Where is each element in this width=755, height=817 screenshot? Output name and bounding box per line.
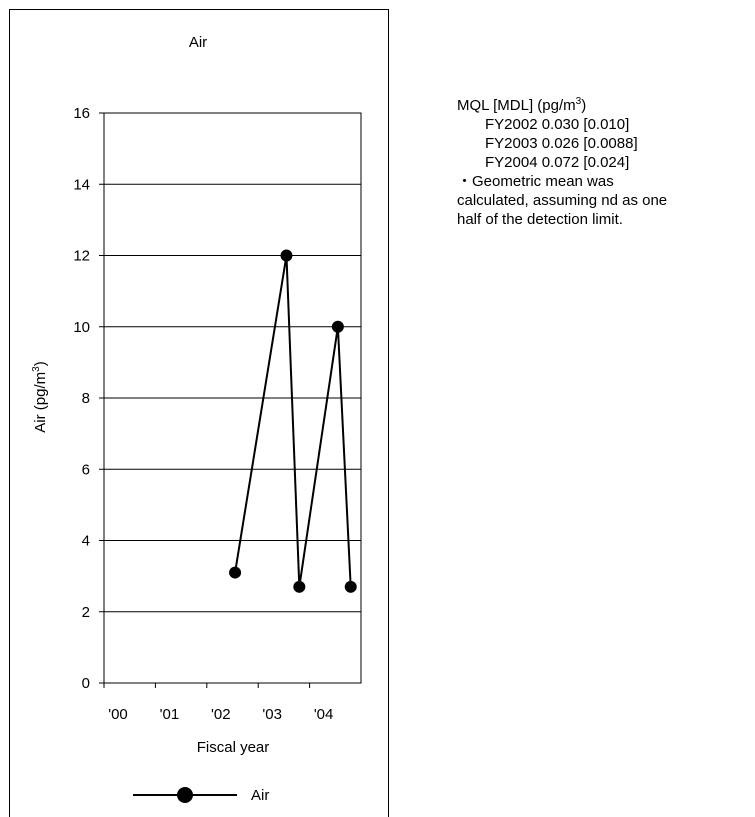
y-tick-label: 6: [82, 461, 90, 478]
x-axis-label: Fiscal year: [197, 739, 270, 756]
y-axis-label-sup: 3: [31, 366, 42, 372]
notes-header-sup: 3: [575, 96, 582, 107]
y-tick-label: 4: [82, 533, 90, 550]
x-tick-label: '01: [160, 706, 180, 723]
notes-row-fy2003: FY2003 0.026 [0.0088]: [485, 135, 638, 152]
y-tick-labels: 0 2 4 6 8 10 12 14 16: [73, 105, 104, 692]
x-tick-label: '00: [108, 706, 128, 723]
notes-header-text: MQL [MDL] (pg/m: [457, 97, 576, 114]
y-tick-label: 0: [82, 675, 90, 692]
notes-text-line-2: calculated, assuming nd as one: [457, 192, 668, 209]
notes-text-line-3: half of the detection limit.: [457, 211, 623, 228]
data-point: [280, 249, 293, 262]
grid-layer: [104, 183, 361, 613]
y-tick-label: 8: [82, 390, 90, 407]
legend-marker: [177, 787, 193, 803]
legend: Air: [133, 787, 269, 804]
data-point: [229, 566, 242, 579]
y-tick-label: 12: [73, 248, 90, 265]
legend-label: Air: [251, 787, 269, 804]
notes-row-fy2002: FY2002 0.030 [0.010]: [485, 116, 630, 133]
data-point: [331, 320, 344, 333]
x-tick-labels: '00 '01 '02 '03 '04: [103, 683, 334, 723]
y-axis-label-end: ): [32, 361, 49, 366]
series-layer: [229, 249, 357, 593]
x-tick-label: '03: [262, 706, 282, 723]
y-tick-label: 10: [73, 319, 90, 336]
data-point: [344, 580, 357, 593]
x-tick-label: '02: [211, 706, 231, 723]
data-point: [293, 580, 306, 593]
y-tick-label: 14: [73, 176, 90, 193]
chart-frame: [9, 9, 389, 817]
notes-text-line-1: ・Geometric mean was: [457, 173, 614, 190]
series-line-air: [234, 255, 352, 587]
y-axis-label-main: Air (pg/m: [32, 372, 49, 433]
y-axis-label: Air (pg/m3): [31, 361, 49, 432]
notes-header: MQL [MDL] (pg/m3): [457, 96, 667, 115]
y-tick-label: 16: [73, 105, 90, 122]
notes-panel: MQL [MDL] (pg/m3) FY2002 0.030 [0.010] F…: [457, 96, 667, 229]
chart-title: Air: [189, 34, 207, 51]
notes-row-fy2004: FY2004 0.072 [0.024]: [485, 154, 630, 171]
x-tick-label: '04: [314, 706, 334, 723]
notes-header-end: ): [581, 97, 587, 114]
y-tick-label: 2: [82, 604, 90, 621]
